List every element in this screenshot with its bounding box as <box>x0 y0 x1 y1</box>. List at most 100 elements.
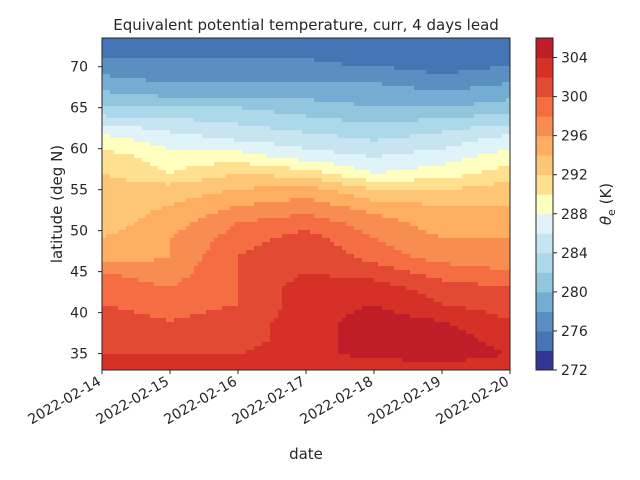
contour-cell <box>414 126 419 131</box>
contour-cell <box>494 146 499 151</box>
contour-cell <box>298 146 303 151</box>
contour-cell <box>238 190 243 195</box>
contour-cell <box>362 74 367 79</box>
contour-cell <box>278 186 283 191</box>
contour-cell <box>414 50 419 55</box>
contour-cell <box>342 46 347 51</box>
contour-cell <box>302 166 307 171</box>
contour-cell <box>262 38 267 43</box>
contour-cell <box>214 118 219 123</box>
contour-cell <box>122 154 127 159</box>
contour-cell <box>398 158 403 163</box>
contour-cell <box>350 138 355 143</box>
contour-cell <box>390 206 395 211</box>
contour-cell <box>194 70 199 75</box>
contour-cell <box>222 62 227 67</box>
contour-cell <box>234 182 239 187</box>
contour-cell <box>190 178 195 183</box>
contour-cell <box>406 58 411 63</box>
contour-cell <box>290 230 295 235</box>
contour-cell <box>498 202 503 207</box>
contour-cell <box>338 102 343 107</box>
contour-cell <box>358 230 363 235</box>
contour-cell <box>302 122 307 127</box>
contour-cell <box>486 50 491 55</box>
contour-cell <box>494 46 499 51</box>
contour-cell <box>410 142 415 147</box>
contour-cell <box>342 226 347 231</box>
contour-cell <box>162 178 167 183</box>
contour-cell <box>370 54 375 59</box>
contour-cell <box>394 218 399 223</box>
contour-cell <box>282 190 287 195</box>
contour-cell <box>174 86 179 91</box>
contour-cell <box>210 38 215 43</box>
contour-cell <box>506 122 510 127</box>
contour-cell <box>482 214 487 219</box>
contour-cell <box>134 134 139 139</box>
contour-cell <box>330 62 335 67</box>
contour-cell <box>490 46 495 51</box>
contour-cell <box>138 150 143 155</box>
contour-cell <box>306 86 311 91</box>
contour-cell <box>494 206 499 211</box>
contour-cell <box>358 142 363 147</box>
contour-cell <box>194 230 199 235</box>
contour-cell <box>254 194 259 199</box>
contour-cell <box>210 86 215 91</box>
contour-cell <box>478 38 483 43</box>
contour-cell <box>234 130 239 135</box>
contour-cell <box>430 38 435 43</box>
contour-cell <box>174 150 179 155</box>
contour-cell <box>438 46 443 51</box>
contour-cell <box>410 198 415 203</box>
contour-cell <box>450 46 455 51</box>
contour-cell <box>506 174 510 179</box>
contour-cell <box>186 90 191 95</box>
contour-cell <box>422 62 427 67</box>
contour-cell <box>438 110 443 115</box>
contour-cell <box>342 78 347 83</box>
contour-cell <box>114 142 119 147</box>
contour-cell <box>430 182 435 187</box>
contour-cell <box>398 166 403 171</box>
contour-cell <box>102 122 107 127</box>
contour-cell <box>462 134 467 139</box>
contour-cell <box>414 74 419 79</box>
contour-cell <box>382 194 387 199</box>
contour-cell <box>502 178 507 183</box>
contour-cell <box>334 134 339 139</box>
contour-cell <box>266 158 271 163</box>
contour-cell <box>350 86 355 91</box>
contour-cell <box>486 102 491 107</box>
contour-cell <box>426 226 431 231</box>
contour-cell <box>314 58 319 63</box>
contour-cell <box>426 138 431 143</box>
contour-cell <box>246 42 251 47</box>
contour-cell <box>338 194 343 199</box>
contour-cell <box>422 150 427 155</box>
contour-cell <box>298 166 303 171</box>
contour-cell <box>478 182 483 187</box>
contour-cell <box>446 194 451 199</box>
contour-cell <box>286 102 291 107</box>
contour-cell <box>238 146 243 151</box>
contour-cell <box>158 86 163 91</box>
contour-cell <box>154 166 159 171</box>
contour-cell <box>286 86 291 91</box>
contour-cell <box>474 198 479 203</box>
contour-cell <box>490 110 495 115</box>
contour-cell <box>250 226 255 231</box>
contour-cell <box>230 194 235 199</box>
contour-cell <box>134 50 139 55</box>
contour-cell <box>502 190 507 195</box>
contour-cell <box>138 106 143 111</box>
contour-cell <box>474 110 479 115</box>
contour-cell <box>398 66 403 71</box>
contour-cell <box>354 38 359 43</box>
contour-cell <box>502 150 507 155</box>
contour-cell <box>346 130 351 135</box>
contour-cell <box>298 98 303 103</box>
contour-cell <box>426 218 431 223</box>
contour-cell <box>262 202 267 207</box>
